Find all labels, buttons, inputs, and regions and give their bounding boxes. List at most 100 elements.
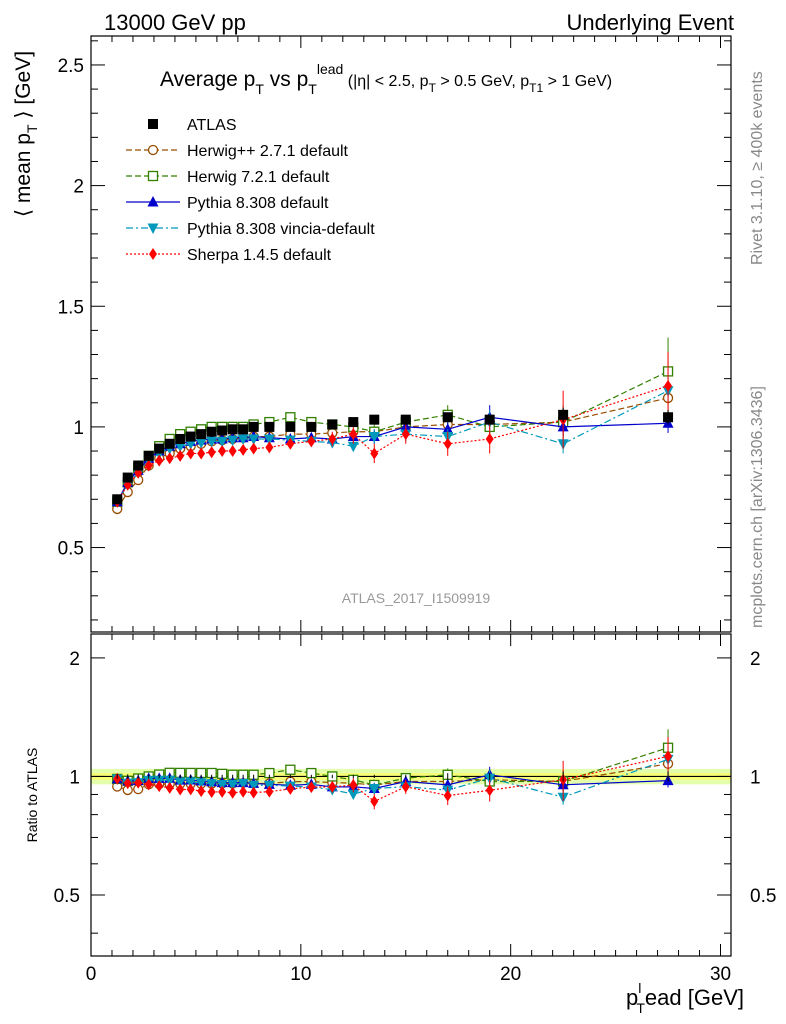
data-point (144, 459, 153, 472)
mcplots-label: mcplots.cern.ch [arXiv:1306.3436] (749, 386, 766, 628)
y-tick-label-main: 0.5 (58, 539, 84, 560)
ratio-data-point (228, 786, 237, 799)
y-tick-label-main: 1 (73, 418, 84, 439)
ratio-data-point (328, 780, 337, 793)
y-axis-label-ratio: Ratio to ATLAS (24, 748, 40, 843)
ratio-data-point (249, 786, 258, 799)
data-point (307, 435, 316, 448)
data-point (164, 438, 175, 449)
data-point (155, 454, 164, 467)
main-frame (90, 35, 732, 633)
main-series (111, 337, 674, 515)
ratio-data-point (286, 782, 295, 795)
data-point (285, 412, 296, 423)
data-point (328, 432, 337, 445)
x-tick-label: 30 (710, 964, 731, 985)
ratio-series-sherpa-1-4-5-default (113, 736, 673, 810)
ratio-data-point (401, 780, 410, 793)
legend-entry: ATLAS (148, 117, 237, 134)
ratio-data-point (176, 783, 185, 796)
series-herwig-7-2-1-default (112, 337, 674, 507)
ratio-data-point (216, 779, 228, 791)
legend-label: Pythia 8.308 default (187, 195, 329, 212)
ratio-data-point (248, 780, 260, 792)
y-tick-label-ratio: 1 (69, 767, 80, 788)
data-point (176, 449, 185, 462)
data-point (248, 421, 259, 432)
y-axis-label-main: ⟨ mean pT ⟩ [GeV] (12, 51, 40, 217)
ratio-data-point (485, 784, 494, 797)
data-point (400, 414, 411, 425)
data-point (206, 426, 217, 437)
ratio-data-point (664, 750, 673, 763)
data-point (175, 433, 186, 444)
legend-marker (147, 223, 159, 234)
ratio-data-point (197, 785, 206, 798)
data-point (442, 412, 453, 423)
ratio-data-point (285, 764, 296, 775)
data-point (285, 421, 296, 432)
legend-marker (147, 144, 159, 156)
data-point (239, 443, 248, 456)
data-point (370, 447, 379, 460)
legend-entry: Pythia 8.308 default (126, 195, 329, 212)
data-point (154, 443, 165, 454)
ratio-data-point (155, 780, 164, 793)
data-point (368, 432, 380, 443)
ratio-data-point (349, 779, 358, 792)
data-point (347, 441, 359, 453)
data-point (206, 436, 218, 448)
main-ticks: 0.5 1 1.5 2 2.5 (58, 36, 731, 632)
legend-entry: Pythia 8.308 vincia-default (126, 221, 375, 238)
header-left-label: 13000 GeV pp (104, 10, 246, 35)
ratio-data-point (227, 779, 239, 791)
analysis-watermark: ATLAS_2017_I1509919 (342, 590, 491, 606)
legend-label: ATLAS (187, 117, 237, 134)
data-point (327, 419, 338, 430)
data-point (218, 445, 227, 458)
x-tick-label: 0 (86, 964, 97, 985)
x-axis-label: pl Tead [GeV] (626, 980, 744, 1016)
data-point (349, 428, 358, 441)
chart-title: Average pT vs pTlead (|η| < 2.5, pT > 0.… (160, 61, 612, 97)
legend-label: Sherpa 1.4.5 default (187, 247, 332, 264)
x-tick-labels: 0 10 20 30 (86, 964, 731, 985)
y-tick-label-ratio: 0.5 (54, 886, 80, 907)
data-point (122, 472, 133, 483)
data-point (663, 412, 674, 423)
series-herwig-2-7-1-default (112, 378, 674, 515)
data-point (485, 432, 494, 445)
legend-entry: Herwig++ 2.7.1 default (126, 143, 349, 160)
data-point (216, 436, 228, 448)
ratio-data-point (370, 795, 379, 808)
ratio-frame (90, 633, 732, 957)
data-point (265, 441, 274, 454)
series-atlas (112, 407, 674, 505)
data-point (133, 460, 144, 471)
data-point (369, 414, 380, 425)
data-point (249, 442, 258, 455)
ratio-data-point (165, 781, 174, 794)
legend-entry: Sherpa 1.4.5 default (126, 247, 332, 264)
legend-label: Herwig++ 2.7.1 default (187, 143, 349, 160)
data-point (207, 446, 216, 459)
data-point (197, 447, 206, 460)
ratio-data-point (134, 776, 143, 789)
ratio-series (111, 729, 674, 810)
ratio-data-point (144, 778, 153, 791)
ratio-data-point (307, 781, 316, 794)
data-point (227, 435, 239, 447)
ratio-data-point (123, 777, 132, 790)
y-tick-label-ratio-right: 2 (750, 649, 761, 670)
ratio-data-point (186, 783, 195, 796)
legend-marker (147, 196, 159, 207)
ratio-panel: 0.5 0.5 1 1 2 2 Ratio to ATLAS (24, 633, 776, 957)
y-tick-label-main: 2 (73, 177, 84, 198)
legend: ATLAS Herwig++ 2.7.1 default Herwig 7.2.1 … (126, 117, 375, 264)
series-sherpa-1-4-5-default (113, 352, 673, 508)
ratio-data-point (368, 783, 380, 795)
ratio-data-point (443, 789, 452, 802)
ratio-data-point (265, 785, 274, 798)
y-tick-label-ratio-right: 1 (750, 767, 761, 788)
